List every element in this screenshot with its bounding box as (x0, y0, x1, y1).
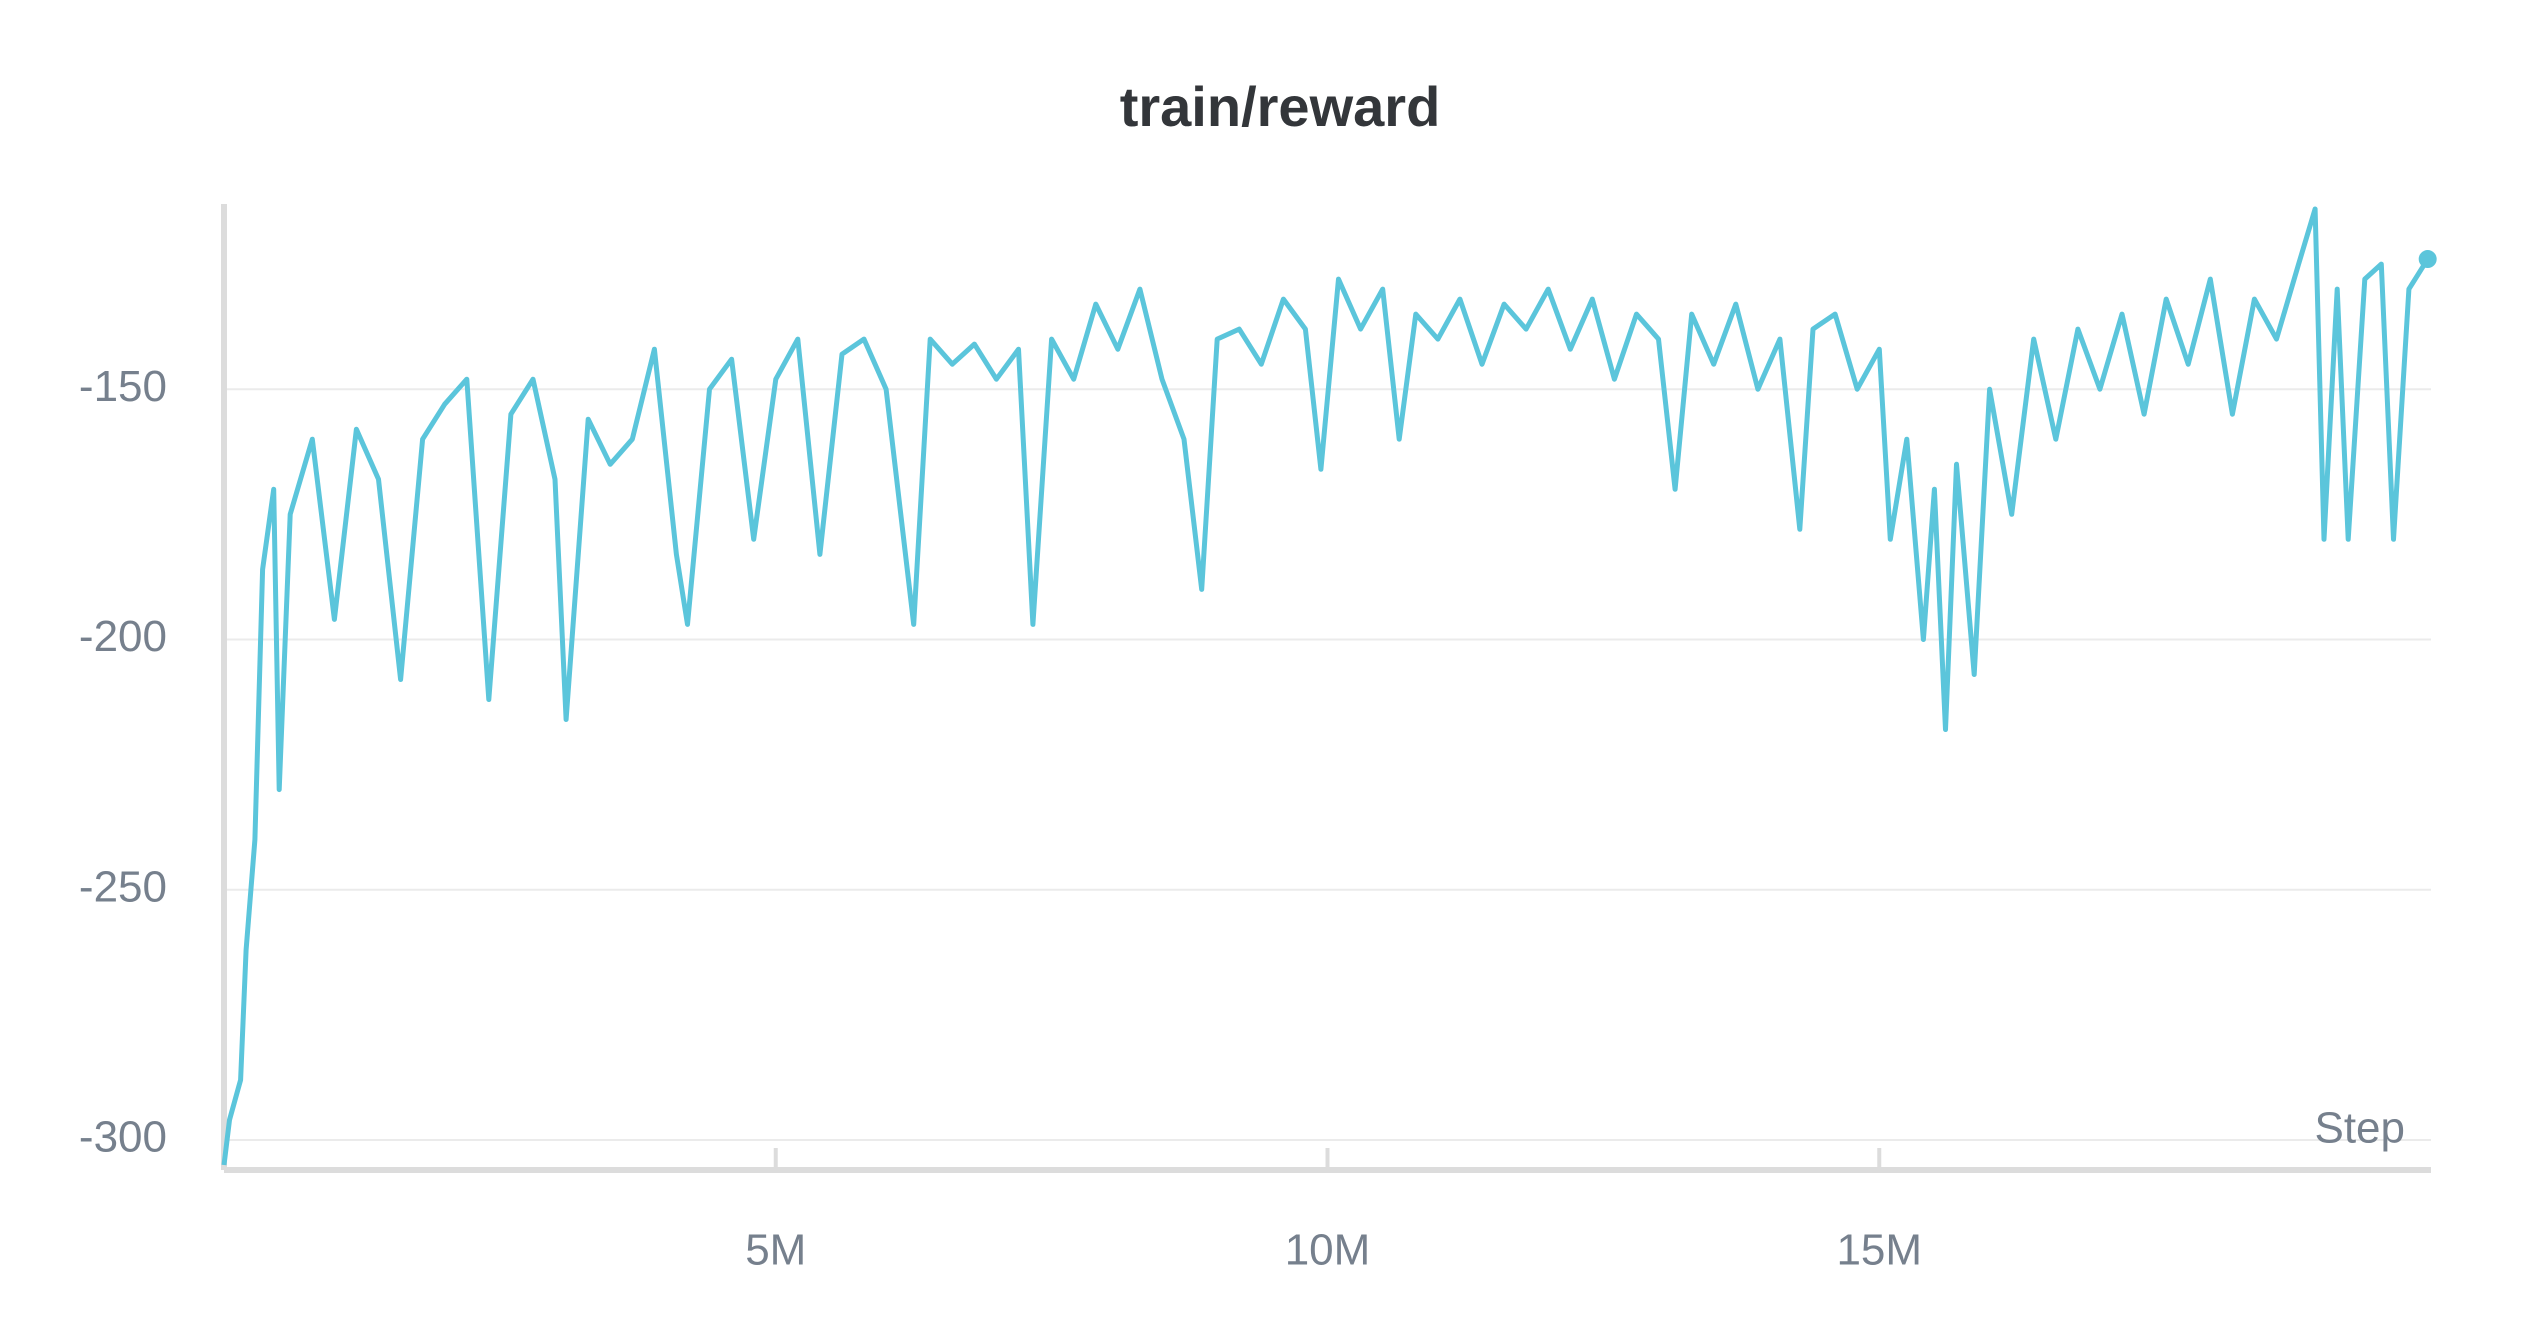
x-tick-label: 10M (1285, 1226, 1371, 1275)
series-line (221, 206, 2430, 1166)
y-tick-label: -250 (79, 862, 167, 911)
chart-title: train/reward (1120, 75, 1441, 138)
y-tick-label: -200 (79, 612, 167, 661)
y-tick-label: -300 (79, 1113, 167, 1162)
x-tick-label: 5M (745, 1226, 806, 1275)
end-point (2418, 250, 2437, 269)
y-tick-label: -150 (79, 362, 167, 411)
x-tick-label: 15M (1836, 1226, 1922, 1275)
x-axis-label: Step (2314, 1104, 2405, 1153)
